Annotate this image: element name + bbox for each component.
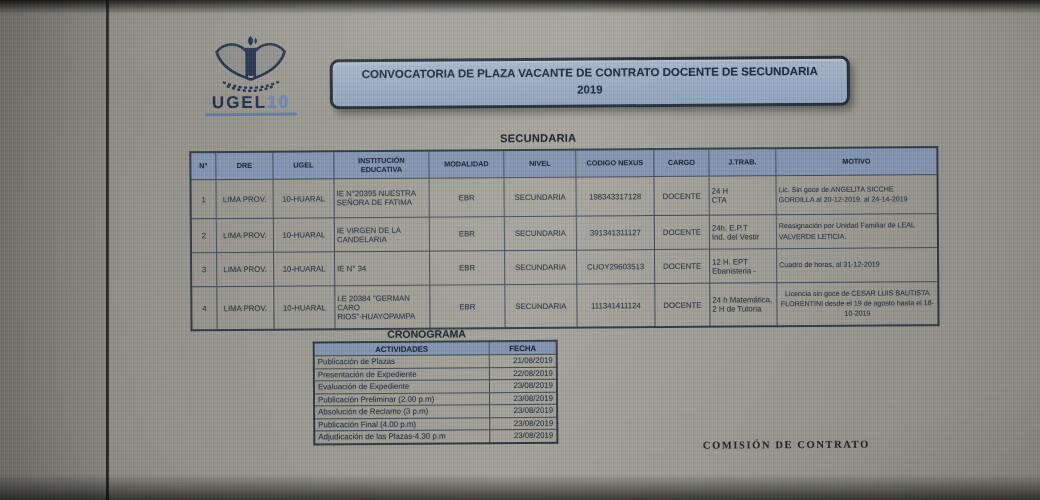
table-row: 4 LIMA PROV. 10-HUARAL I.E 20384 "GERMAN CA… [191,281,939,331]
table-cell: Publicación Final (4.00 p.m) [314,417,490,431]
table-cell: 23/08/2019 [489,391,558,405]
table-cell: CUOY29603513 [576,249,655,285]
table-cell: 198343317128 [575,176,655,217]
table-cell: SECUNDARIA [504,216,577,251]
table-cell: 23/08/2019 [489,404,558,418]
table-cell: EBR [429,216,505,252]
table-cell: 1 [190,179,217,219]
table-cell: Publicación Preliminar (2.00 p.m) [313,392,490,406]
secundaria-section-title: SECUNDARIA [500,132,577,146]
table-cell: I.E 20384 "GERMAN CARO RIOS"-HUAYOPAMPA [334,285,431,330]
table-cell: CODIGO NEXUS [575,149,654,178]
table-cell: DOCENTE [654,283,711,328]
table-cell: Licencia sin goce de CESAR LUIS BAUTISTA… [776,281,939,327]
logo-ugel: UGEL [211,92,268,113]
table-cell: 24h. E.P.T Ind. del Vestir [709,214,777,250]
book-torch-icon [215,35,287,93]
table-cell: Absolución de Reclamo (3 p.m) [314,404,490,419]
table-cell: IE VIRGEN DE LA CANDELARIA [334,217,430,252]
table-cell: 12 H. EPT Ebanisteria - [709,248,777,284]
table-cell: 10-HUARAL [272,178,335,219]
table-cell: Reasignación por Unidad Familiar de LEAL… [776,213,938,249]
table-cell: ACTIVIDADES [313,341,490,356]
table-cell: Evaluación de Expediente [313,379,490,394]
table-cell: J.TRAB. [708,148,776,177]
table-cell: DOCENTE [654,215,710,250]
table-cell: EBR [428,177,505,218]
table-cell: 23/08/2019 [489,416,558,430]
table-cell: 111341411124 [576,283,656,328]
table-cell: 24 h Matemática, 2 H de Tutoria [709,282,778,327]
table-cell: IE N° 34 [334,251,430,286]
table-cell: Presentación de Expediente [313,367,490,381]
table-cell: SECUNDARIA [504,250,577,285]
table-cell: 391341311127 [576,215,655,251]
table-cell: 23/08/2019 [489,379,557,393]
table-cell: 10-HUARAL [273,285,336,330]
table-cell: 10-HUARAL [273,251,335,287]
title-line1: CONVOCATORIA DE PLAZA VACANTE DE CONTRAT… [361,65,818,81]
logo-underline [205,112,298,117]
title-line2: 2019 [577,84,603,97]
table-cell: Adjudicación de las Plazas-4.30 p.m [314,429,490,444]
table-cell: INSTITUCIÓN EDUCATIVA [333,150,429,179]
table-cell: 4 [191,286,218,331]
ugel10-logo: UGEL10 [194,33,307,130]
table-row: Adjudicación de las Plazas-4.30 p.m 23/08… [314,429,558,444]
secundaria-table: N° DRE UGEL INSTITUCIÓN EDUCATIVA MODALIDAD N… [189,146,940,332]
table-row: 3 LIMA PROV. 10-HUARAL IE N° 34 EBR SECUNDARI… [191,247,939,287]
table-cell: 10-HUARAL [273,217,335,253]
table-cell: 23/08/2019 [489,429,558,443]
table-cell: DRE [215,151,273,180]
table-row: 1 LIMA PROV. 10-HUARAL IE N°20395 NUESTRA S… [190,174,938,219]
table-cell: 2 [190,218,217,253]
table-cell: EBR [429,284,506,329]
table-cell: DOCENTE [654,249,710,284]
table-cell: Publicación de Plazas [313,354,490,369]
table-cell: SECUNDARIA [504,284,578,329]
table-cell: 24 H CTA [708,175,777,216]
table-cell: IE N°20395 NUESTRA SEÑORA DE FATIMA [333,178,430,218]
table-cell: MOTIVO [775,147,938,176]
table-cell: LIMA PROV. [216,286,275,331]
table-cell: Cuadro de horas, al 31-12-2019 [776,247,939,283]
table-cell: LIMA PROV. [216,179,274,219]
table-cell: NIVEL [503,149,576,178]
table-cell: 3 [191,252,217,287]
table-cell: LIMA PROV. [216,218,274,253]
table-cell: UGEL [272,151,334,180]
table-row: 2 LIMA PROV. 10-HUARAL IE VIRGEN DE LA CAND… [190,213,938,253]
cronograma-table: ACTIVIDADES FECHA Publicación de Plazas 21… [312,339,559,445]
logo-number: 10 [267,92,291,112]
logo-text: UGEL10 [195,92,307,113]
signature-text: COMISIÓN DE CONTRATO [702,439,870,452]
table-cell: N° [190,152,217,180]
table-cell: CARGO [653,148,709,177]
table-cell: Lic. Sin goce de ANGELITA SICCHE GORDILL… [775,174,938,215]
table-cell: DOCENTE [653,176,710,216]
table-cell: 21/08/2019 [489,354,557,368]
cronograma-table-body: Publicación de Plazas 21/08/2019 Presentac… [313,354,558,444]
table-cell: 22/08/2019 [489,366,557,380]
table-cell: FECHA [489,340,557,355]
title-banner: CONVOCATORIA DE PLAZA VACANTE DE CONTRAT… [329,55,851,110]
table-cell: LIMA PROV. [216,252,274,287]
table-cell: SECUNDARIA [503,177,577,217]
secundaria-table-body: 1 LIMA PROV. 10-HUARAL IE N°20395 NUESTRA S… [190,174,939,331]
table-cell: MODALIDAD [428,150,504,179]
table-cell: EBR [429,250,505,286]
